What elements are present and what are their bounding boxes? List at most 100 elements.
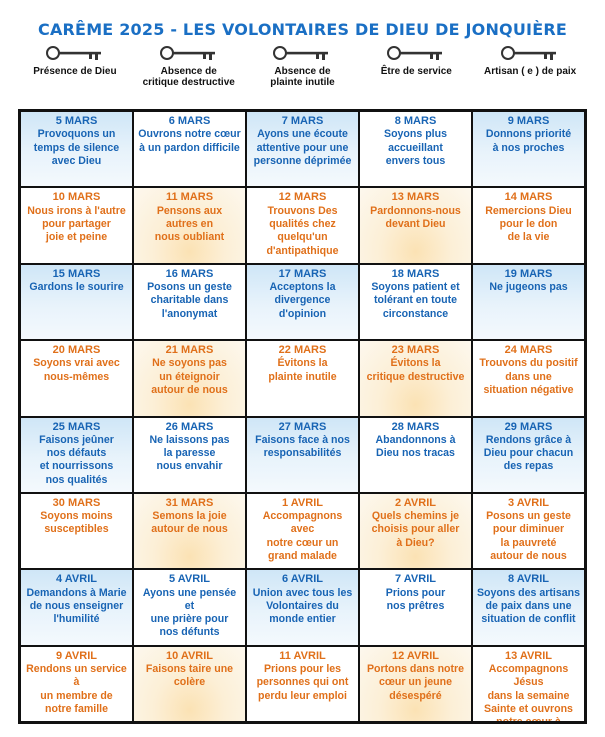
- day-resolution: Rendons grâce à Dieu pour chacun des rep…: [483, 433, 574, 473]
- day-cell: 20 MARS Soyons vrai avec nous-mêmes: [20, 340, 133, 417]
- column-header-3: Absence de plainte inutile: [246, 44, 360, 104]
- day-resolution: Ne jugeons pas: [489, 281, 568, 294]
- day-date: 27 MARS: [278, 420, 327, 433]
- column-header-label: Présence de Dieu: [33, 66, 117, 77]
- day-resolution: Prions pour nos prêtres: [385, 586, 446, 612]
- day-cell: 5 AVRIL Ayons une pensée et une prière po…: [133, 569, 246, 646]
- day-date: 24 MARS: [504, 344, 553, 357]
- day-cell: 29 MARS Rendons grâce à Dieu pour chacun …: [472, 416, 585, 493]
- day-cell: 23 MARS Évitons la critique destructive: [359, 340, 472, 417]
- day-resolution: Acceptons la divergence d'opinion: [269, 281, 336, 320]
- day-resolution: Union avec tous les Volontaires du monde…: [252, 586, 353, 626]
- day-resolution: Donnons priorité à nos proches: [485, 128, 572, 154]
- day-resolution: Quels chemins je choisis pour aller à Di…: [371, 510, 460, 549]
- day-resolution: Soyons des artisans de paix dans une sit…: [476, 586, 581, 626]
- day-cell: 18 MARS Soyons patient et tolérant en tou…: [359, 263, 472, 341]
- day-cell: 17 MARS Acceptons la divergence d'opinion: [246, 263, 359, 341]
- day-date: 4 AVRIL: [56, 573, 97, 586]
- day-date: 19 MARS: [504, 267, 553, 280]
- day-resolution: Pardonnons-nous devant Dieu: [370, 204, 461, 230]
- day-cell: 24 MARS Trouvons du positif dans une situ…: [472, 340, 585, 417]
- day-cell: 3 AVRIL Posons un geste pour diminuer la …: [472, 492, 585, 570]
- day-cell: 10 AVRIL Faisons taire une colère: [133, 645, 246, 722]
- day-date: 11 MARS: [165, 191, 214, 204]
- day-date: 17 MARS: [278, 267, 327, 280]
- day-cell: 30 MARS Soyons moins susceptibles: [20, 492, 133, 570]
- day-date: 14 MARS: [504, 191, 553, 204]
- day-resolution: Abandonnons à Dieu nos tracas: [375, 433, 456, 460]
- day-date: 3 AVRIL: [508, 496, 549, 509]
- day-resolution: Ouvrons notre cœur à un pardon difficile: [138, 128, 241, 154]
- day-resolution: Ne laissons pas la paresse nous envahir: [149, 433, 230, 473]
- day-resolution: Trouvons Des qualités chez quelqu'un d'a…: [266, 204, 339, 257]
- day-cell: 31 MARS Semons la joie autour de nous: [133, 492, 246, 570]
- day-date: 13 AVRIL: [504, 649, 553, 662]
- day-date: 2 AVRIL: [395, 496, 436, 509]
- column-header-5: Artisan ( e ) de paix: [473, 44, 587, 104]
- day-date: 16 MARS: [165, 267, 214, 280]
- day-cell: 13 AVRIL Accompagnons Jésus dans la semai…: [472, 645, 585, 722]
- day-date: 26 MARS: [165, 420, 214, 433]
- day-resolution: Posons un geste charitable dans l'anonym…: [147, 281, 232, 320]
- key-icon: [273, 46, 329, 60]
- day-cell: 8 MARS Soyons plus accueillant envers tou…: [359, 111, 472, 188]
- day-cell: 16 MARS Posons un geste charitable dans l…: [133, 263, 246, 341]
- key-icon: [501, 46, 557, 60]
- day-cell: 11 AVRIL Prions pour les personnes qui on…: [246, 645, 359, 722]
- key-icon: [45, 46, 101, 60]
- day-cell: 9 AVRIL Rendons un service à un membre de…: [20, 645, 133, 722]
- day-cell: 8 AVRIL Soyons des artisans de paix dans …: [472, 569, 585, 646]
- day-cell: 26 MARS Ne laissons pas la paresse nous e…: [133, 416, 246, 493]
- day-date: 15 MARS: [52, 267, 101, 280]
- day-resolution: Pensons aux autres en nous oubliant: [154, 204, 225, 244]
- day-cell: 21 MARS Ne soyons pas un éteignoir autour…: [133, 340, 246, 417]
- day-cell: 1 AVRIL Accompagnons avec notre cœur un g…: [246, 492, 359, 570]
- column-header-4: Être de service: [359, 44, 473, 104]
- day-date: 6 MARS: [168, 115, 211, 127]
- day-resolution: Soyons vrai avec nous-mêmes: [33, 357, 120, 383]
- day-date: 18 MARS: [391, 267, 440, 280]
- day-resolution: Ayons une pensée et une prière pour nos …: [142, 586, 237, 639]
- day-date: 23 MARS: [391, 344, 440, 357]
- day-resolution: Faisons taire une colère: [145, 662, 234, 689]
- key-icon: [159, 46, 215, 60]
- day-date: 31 MARS: [165, 496, 214, 509]
- day-cell: 22 MARS Évitons la plainte inutile: [246, 340, 359, 417]
- day-resolution: Faisons jeûner nos défauts et nourrisson…: [39, 433, 114, 486]
- day-date: 22 MARS: [278, 344, 327, 357]
- day-date: 6 AVRIL: [282, 573, 323, 586]
- day-cell: 19 MARS Ne jugeons pas: [472, 263, 585, 341]
- day-cell: 12 AVRIL Portons dans notre cœur un jeune…: [359, 645, 472, 722]
- column-header-label: Artisan ( e ) de paix: [483, 66, 577, 77]
- day-resolution: Soyons moins susceptibles: [40, 510, 113, 536]
- day-resolution: Rendons un service à un membre de notre …: [26, 662, 127, 715]
- day-date: 25 MARS: [52, 420, 101, 433]
- day-date: 5 AVRIL: [169, 573, 210, 586]
- column-header-label: Absence de plainte inutile: [270, 66, 335, 88]
- day-cell: 14 MARS Remercions Dieu pour le don de la…: [472, 187, 585, 264]
- day-date: 29 MARS: [504, 420, 553, 433]
- column-header-row: Présence de Dieu Absence de critique des…: [18, 44, 587, 104]
- day-cell: 7 MARS Ayons une écoute attentive pour un…: [246, 111, 359, 188]
- day-date: 12 AVRIL: [391, 649, 440, 662]
- day-date: 9 AVRIL: [56, 649, 97, 662]
- day-cell: 13 MARS Pardonnons-nous devant Dieu: [359, 187, 472, 264]
- day-date: 11 AVRIL: [279, 649, 326, 662]
- day-cell: 4 AVRIL Demandons à Marie de nous enseign…: [20, 569, 133, 646]
- calendar-title: CARÊME 2025 - LES VOLONTAIRES DE DIEU DE…: [38, 20, 567, 39]
- day-resolution: Ne soyons pas un éteignoir autour de nou…: [151, 357, 228, 397]
- day-cell: 27 MARS Faisons face à nos responsabilité…: [246, 416, 359, 493]
- day-resolution: Évitons la plainte inutile: [268, 357, 337, 383]
- day-resolution: Gardons le sourire: [29, 281, 124, 294]
- day-cell: 7 AVRIL Prions pour nos prêtres: [359, 569, 472, 646]
- day-resolution: Remercions Dieu pour le don de la vie: [485, 204, 572, 244]
- day-date: 30 MARS: [52, 496, 101, 509]
- day-resolution: Soyons plus accueillant envers tous: [384, 128, 447, 167]
- column-header-2: Absence de critique destructive: [132, 44, 246, 104]
- day-resolution: Trouvons du positif dans une situation n…: [479, 357, 578, 397]
- day-date: 7 MARS: [281, 115, 324, 127]
- day-date: 21 MARS: [165, 344, 214, 357]
- day-cell: 25 MARS Faisons jeûner nos défauts et nou…: [20, 416, 133, 493]
- day-cell: 11 MARS Pensons aux autres en nous oublia…: [133, 187, 246, 264]
- day-resolution: Accompagnons Jésus dans la semaine Saint…: [484, 662, 573, 721]
